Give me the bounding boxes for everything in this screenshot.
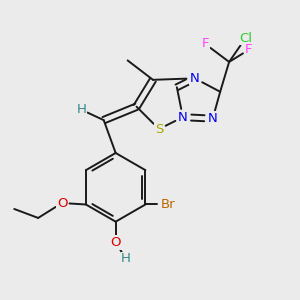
Text: N: N <box>190 72 200 85</box>
Text: O: O <box>110 236 121 249</box>
Text: S: S <box>155 123 163 136</box>
Text: N: N <box>178 111 188 124</box>
Text: H: H <box>121 253 131 266</box>
Text: Br: Br <box>160 198 175 211</box>
Text: F: F <box>202 38 209 50</box>
Text: N: N <box>208 112 218 125</box>
Text: O: O <box>57 196 67 209</box>
Text: Cl: Cl <box>239 32 252 44</box>
Text: F: F <box>245 44 252 56</box>
Text: H: H <box>76 103 86 116</box>
